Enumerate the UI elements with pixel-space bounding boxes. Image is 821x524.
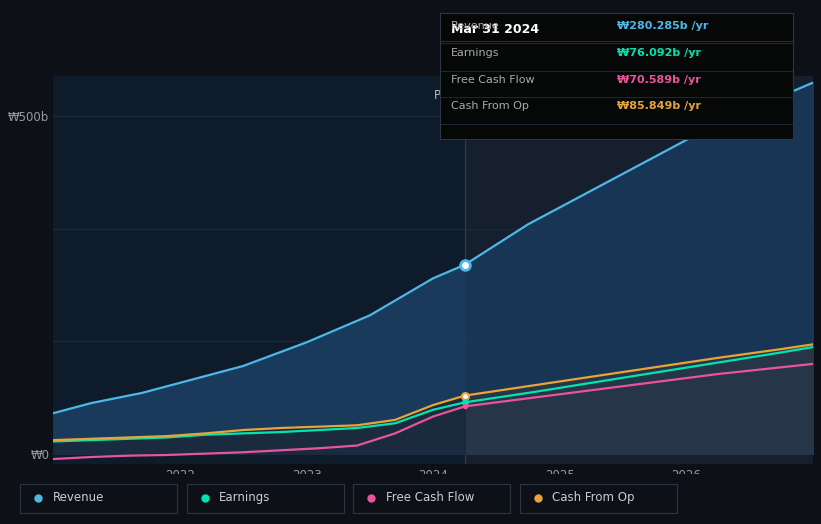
Text: ₩76.092b /yr: ₩76.092b /yr bbox=[617, 48, 700, 58]
Text: Earnings: Earnings bbox=[451, 48, 499, 58]
Text: Analysts Forecasts: Analysts Forecasts bbox=[471, 90, 581, 103]
Text: Mar 31 2024: Mar 31 2024 bbox=[451, 23, 539, 36]
Text: ₩85.849b /yr: ₩85.849b /yr bbox=[617, 101, 700, 111]
Text: Free Cash Flow: Free Cash Flow bbox=[386, 492, 474, 504]
Text: Cash From Op: Cash From Op bbox=[451, 101, 529, 111]
Text: Earnings: Earnings bbox=[219, 492, 270, 504]
Bar bbox=[465, 76, 813, 464]
Text: ₩280.285b /yr: ₩280.285b /yr bbox=[617, 20, 708, 30]
Text: Revenue: Revenue bbox=[53, 492, 103, 504]
Text: ₩70.589b /yr: ₩70.589b /yr bbox=[617, 75, 700, 85]
Text: Past: Past bbox=[433, 90, 458, 103]
Text: Revenue: Revenue bbox=[451, 20, 499, 30]
Text: Free Cash Flow: Free Cash Flow bbox=[451, 75, 534, 85]
Text: Cash From Op: Cash From Op bbox=[552, 492, 635, 504]
